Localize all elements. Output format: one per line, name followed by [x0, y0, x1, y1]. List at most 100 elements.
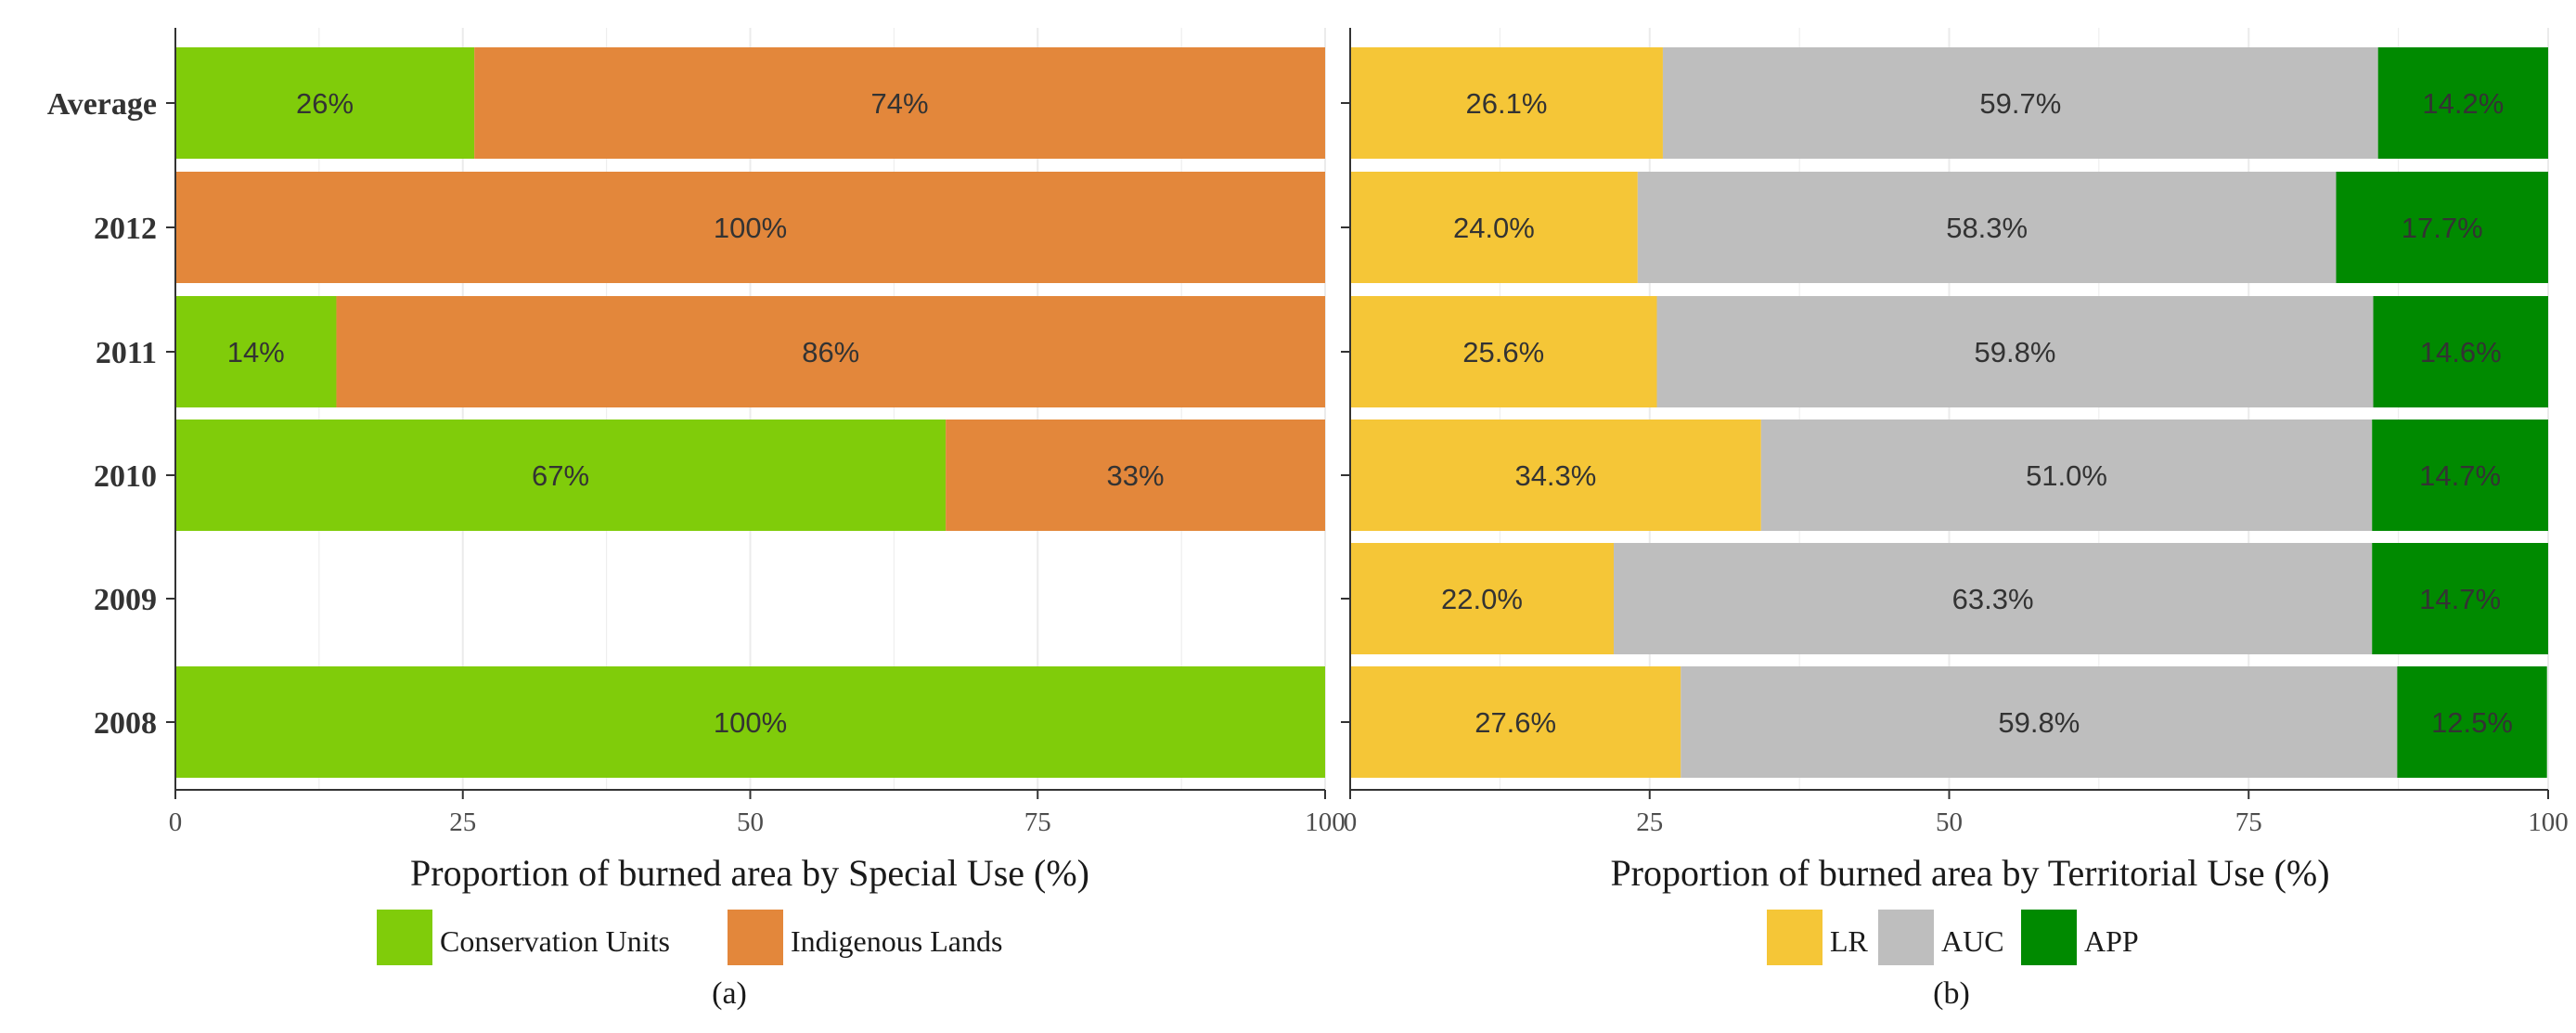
legend-key-lr — [1767, 910, 1823, 965]
plot-area-special-use: 26% 74% Average 100% 2012 14% 86% 2011 67% 33% 201… — [47, 28, 1346, 837]
y-tick-label-2010: 2010 — [94, 459, 157, 494]
bar-row-2012: 100% — [175, 172, 1325, 283]
bar-auc-2011 — [1656, 296, 2374, 407]
bar-row-2011: 14% 86% — [175, 296, 1326, 407]
data-label-conservation-units-2010: 67% — [532, 459, 589, 492]
bar-row-2012: 24.0% 58.3% 17.7% — [1350, 172, 2548, 283]
caption-a: (a) — [712, 976, 747, 1011]
bar-row-2011: 25.6% 59.8% 14.6% — [1350, 296, 2548, 407]
bar-indigenous-lands-2012 — [175, 172, 1325, 283]
bar-indigenous-lands-average — [474, 47, 1325, 159]
bar-conservation-units-2011 — [175, 296, 337, 407]
x-tick-label-25: 25 — [1636, 807, 1663, 837]
x-tick-label-100: 100 — [2528, 807, 2569, 837]
data-label-app-2012: 17.7% — [2402, 212, 2483, 244]
data-label-lr-2011: 25.6% — [1462, 336, 1544, 368]
x-axis-title-special-use: Proportion of burned area by Special Use… — [410, 852, 1089, 894]
bar-row-2009: 22.0% 63.3% 14.7% — [1350, 543, 2548, 654]
bar-row-2008: 100% — [175, 666, 1325, 778]
legend-key-conservation-units — [377, 910, 432, 965]
data-label-app-2011: 14.6% — [2420, 336, 2502, 368]
data-label-auc-average: 59.7% — [1979, 87, 2061, 120]
data-label-app-2009: 14.7% — [2419, 583, 2501, 615]
y-tick-label-2008: 2008 — [94, 706, 157, 741]
y-tick-label-2011: 2011 — [96, 336, 157, 370]
data-label-auc-2009: 63.3% — [1952, 583, 2034, 615]
bar-conservation-units-2008 — [175, 666, 1325, 778]
x-tick-label-75: 75 — [2235, 807, 2262, 837]
data-label-auc-2008: 59.8% — [1998, 706, 2080, 739]
bar-conservation-units-2010 — [175, 420, 947, 531]
legend-label-indigenous-lands: Indigenous Lands — [791, 924, 1002, 958]
bar-auc-2009 — [1614, 543, 2373, 654]
bar-lr-2009 — [1350, 543, 1615, 654]
x-axis-title-territorial-use: Proportion of burned area by Territorial… — [1610, 852, 2329, 894]
legend-key-indigenous-lands — [728, 910, 783, 965]
bar-row-2010: 67% 33% — [175, 420, 1325, 531]
y-tick-label-2009: 2009 — [94, 583, 157, 617]
data-label-auc-2010: 51.0% — [2026, 459, 2107, 492]
legend-label-auc: AUC — [1941, 924, 2004, 958]
x-tick-label-0: 0 — [169, 807, 183, 837]
bar-auc-2012 — [1637, 172, 2337, 283]
data-label-app-2010: 14.7% — [2419, 459, 2501, 492]
legend-key-app — [2021, 910, 2077, 965]
x-tick-label-100: 100 — [1305, 807, 1346, 837]
bar-auc-2008 — [1681, 666, 2398, 778]
legend-key-auc — [1878, 910, 1934, 965]
legend-label-conservation-units: Conservation Units — [440, 924, 670, 958]
panel-territorial-use: 26.1% 59.7% 14.2% 24.0% 58.3% 17.7% 25.6% 59.8%… — [1341, 28, 2569, 1011]
panel-special-use: 26% 74% Average 100% 2012 14% 86% 2011 67% 33% 201… — [47, 28, 1346, 1011]
data-label-lr-average: 26.1% — [1466, 87, 1548, 120]
data-label-indigenous-lands-average: 74% — [871, 87, 929, 120]
bar-row-2010: 34.3% 51.0% 14.7% — [1350, 420, 2548, 531]
bar-indigenous-lands-2011 — [336, 296, 1326, 407]
bar-lr-average — [1350, 47, 1663, 159]
data-label-auc-2011: 59.8% — [1975, 336, 2056, 368]
bar-auc-average — [1662, 47, 2378, 159]
data-label-indigenous-lands-2012: 100% — [714, 212, 787, 244]
data-label-app-average: 14.2% — [2422, 87, 2504, 120]
legend-territorial-use: LR AUC APP — [1767, 910, 2139, 965]
bar-app-2008 — [2397, 666, 2547, 778]
bar-lr-2011 — [1350, 296, 1657, 407]
legend-label-app: APP — [2084, 924, 2139, 958]
data-label-lr-2009: 22.0% — [1441, 583, 1523, 615]
legend-label-lr: LR — [1830, 924, 1869, 958]
bar-app-2011 — [2373, 296, 2548, 407]
bar-lr-2012 — [1350, 172, 1638, 283]
bar-row-average: 26.1% 59.7% 14.2% — [1350, 47, 2548, 159]
data-label-indigenous-lands-2010: 33% — [1107, 459, 1165, 492]
x-tick-label-25: 25 — [449, 807, 476, 837]
bar-lr-2008 — [1350, 666, 1681, 778]
data-label-lr-2012: 24.0% — [1453, 212, 1535, 244]
caption-b: (b) — [1933, 976, 1970, 1011]
bar-app-2010 — [2372, 420, 2548, 531]
y-tick-label-2012: 2012 — [94, 212, 157, 246]
bar-auc-2010 — [1760, 420, 2373, 531]
plot-area-territorial-use: 26.1% 59.7% 14.2% 24.0% 58.3% 17.7% 25.6% 59.8%… — [1341, 28, 2569, 837]
data-label-auc-2012: 58.3% — [1946, 212, 2028, 244]
x-tick-label-50: 50 — [737, 807, 764, 837]
bar-row-2008: 27.6% 59.8% 12.5% — [1350, 666, 2547, 778]
bar-app-2012 — [2336, 172, 2548, 283]
bar-indigenous-lands-2010 — [946, 420, 1325, 531]
bar-row-average: 26% 74% — [175, 47, 1325, 159]
data-label-indigenous-lands-2011: 86% — [802, 336, 859, 368]
bar-lr-2010 — [1350, 420, 1761, 531]
y-tick-label-average: Average — [47, 87, 157, 122]
data-label-lr-2010: 34.3% — [1514, 459, 1596, 492]
x-tick-label-50: 50 — [1936, 807, 1963, 837]
legend-special-use: Conservation Units Indigenous Lands — [377, 910, 1002, 965]
bar-app-2009 — [2372, 543, 2548, 654]
bar-conservation-units-average — [175, 47, 475, 159]
data-label-conservation-units-average: 26% — [296, 87, 354, 120]
x-tick-label-0: 0 — [1344, 807, 1358, 837]
data-label-conservation-units-2008: 100% — [714, 706, 787, 739]
data-label-lr-2008: 27.6% — [1475, 706, 1556, 739]
data-label-conservation-units-2011: 14% — [227, 336, 285, 368]
data-label-app-2008: 12.5% — [2431, 706, 2513, 739]
bar-app-average — [2377, 47, 2548, 159]
x-tick-label-75: 75 — [1024, 807, 1051, 837]
